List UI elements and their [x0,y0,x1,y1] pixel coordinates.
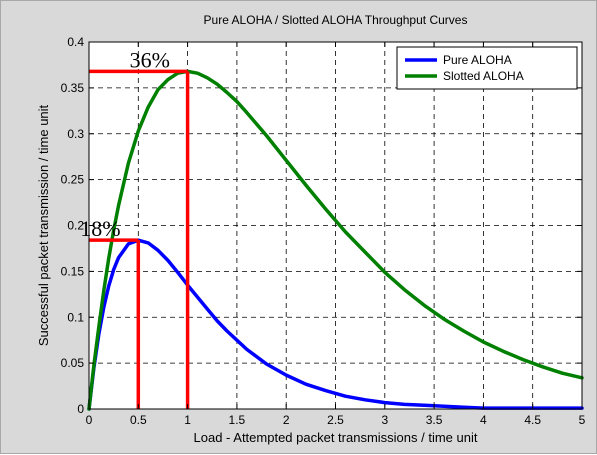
chart-title: Pure ALOHA / Slotted ALOHA Throughput Cu… [204,13,468,27]
y-tick-label: 0.3 [67,127,84,141]
x-tick-label: 1.5 [229,413,246,427]
x-tick-label: 3 [381,413,388,427]
legend-slotted-aloha-label: Slotted ALOHA [443,69,524,83]
x-tick-label: 4.5 [524,413,541,427]
x-tick-label: 0 [86,413,93,427]
x-tick-label: 1 [184,413,191,427]
slotted-aloha-line [87,69,584,411]
y-tick-label: 0.05 [61,356,85,370]
x-tick-label: 5 [579,413,586,427]
x-tick-label: 0.5 [130,413,147,427]
y-tick-label: 0.1 [67,310,84,324]
x-tick-label: 2 [283,413,290,427]
y-tick-label: 0 [77,402,84,416]
y-axis-label: Successful packet transmission / time un… [36,104,51,346]
max-annotation-label: 36% [130,47,170,72]
x-tick-label: 4 [480,413,487,427]
y-tick-label: 0.25 [61,173,85,187]
x-axis-label: Load - Attempted packet transmissions / … [194,430,478,445]
x-tick-label: 2.5 [327,413,344,427]
pure-aloha-line [87,238,584,411]
max-annotation-label: 18% [80,216,120,241]
legend-pure-aloha-label: Pure ALOHA [443,53,512,67]
y-tick-label: 0.35 [61,81,85,95]
y-tick-label: 0.4 [67,35,84,49]
y-tick-label: 0.2 [67,219,84,233]
x-tick-label: 3.5 [426,413,443,427]
y-tick-label: 0.15 [61,264,85,278]
legend-box [396,46,578,90]
